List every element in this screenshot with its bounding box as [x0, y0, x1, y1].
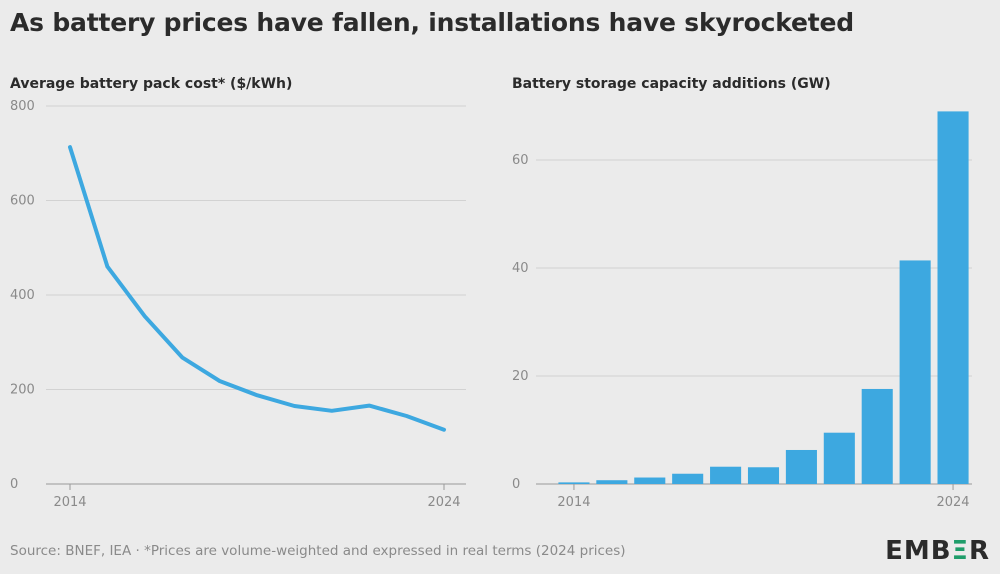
x-tick-label: 2024	[936, 495, 969, 510]
chart-title: As battery prices have fallen, installat…	[10, 8, 854, 37]
line-chart-title: Average battery pack cost* ($/kWh)	[10, 76, 293, 92]
y-tick-label: 0	[512, 477, 520, 492]
ember-logo: EMBΞR	[885, 536, 990, 566]
y-tick-label: 400	[10, 288, 35, 303]
cost-series-line	[68, 145, 446, 432]
bar-chart-title: Battery storage capacity additions (GW)	[512, 76, 831, 92]
capacity-bar	[747, 467, 780, 484]
y-tick-label: 200	[10, 383, 35, 398]
y-tick-label: 20	[512, 369, 529, 384]
y-tick-label: 0	[10, 477, 18, 492]
source-note: Source: BNEF, IEA · *Prices are volume-w…	[10, 543, 626, 559]
capacity-bar	[823, 432, 855, 484]
capacity-bar	[634, 477, 666, 484]
capacity-bar	[785, 449, 817, 484]
capacity-bar	[861, 388, 893, 484]
x-tick-label: 2014	[557, 495, 590, 510]
y-tick-label: 60	[512, 153, 529, 168]
capacity-bar	[937, 111, 969, 485]
capacity-bar	[558, 482, 590, 484]
capacity-bar	[672, 473, 704, 484]
capacity-bar	[899, 260, 931, 484]
x-tick-label: 2024	[427, 495, 460, 510]
y-tick-label: 800	[10, 99, 35, 114]
y-tick-label: 600	[10, 194, 35, 209]
y-tick-label: 40	[512, 261, 529, 276]
x-tick-label: 2014	[53, 495, 86, 510]
capacity-bar	[710, 466, 742, 484]
capacity-bar	[596, 480, 628, 484]
